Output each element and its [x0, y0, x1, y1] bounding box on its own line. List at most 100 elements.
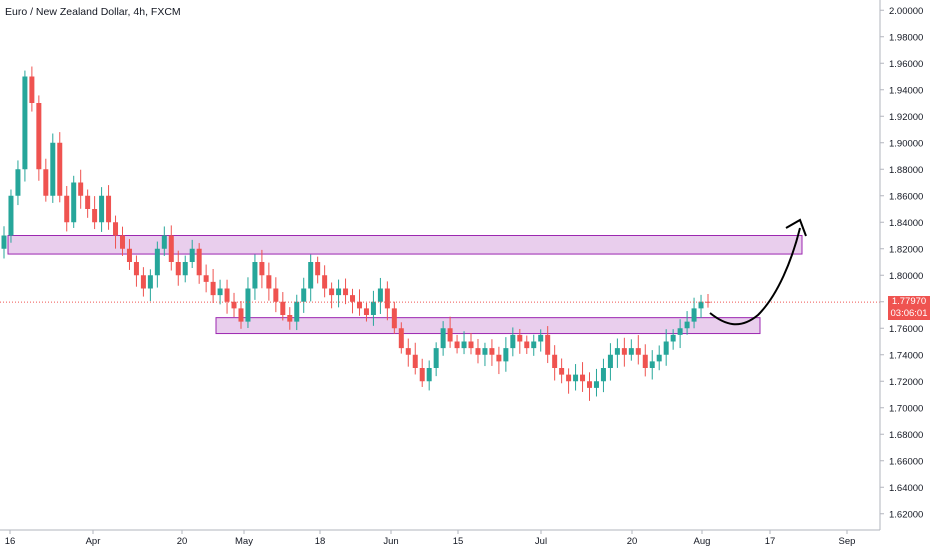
candle-body — [426, 368, 432, 382]
candle-body — [475, 348, 481, 355]
candle-body — [92, 209, 98, 223]
candle-body — [350, 295, 356, 302]
candle-body — [587, 381, 593, 388]
candle-body — [231, 301, 237, 309]
candle-body — [391, 308, 397, 329]
candle-body — [329, 288, 335, 296]
y-tick-label: 1.70000 — [889, 403, 923, 414]
x-tick-label: Aug — [694, 536, 711, 547]
y-tick-label: 1.86000 — [889, 191, 923, 202]
candle-body — [182, 262, 188, 276]
candle-body — [43, 169, 49, 196]
candle-body — [656, 354, 662, 362]
candle-body — [259, 262, 265, 276]
candle-body — [580, 374, 586, 382]
candle-body — [113, 222, 119, 236]
support-resistance-zone[interactable] — [215, 317, 761, 335]
candle-body — [175, 262, 181, 276]
candle-body — [210, 281, 216, 296]
candle-body — [412, 354, 418, 368]
candle-body — [510, 334, 516, 349]
candle-body — [593, 381, 599, 388]
y-tick-label: 1.88000 — [889, 165, 923, 176]
candle-body — [531, 341, 537, 349]
candle-body — [168, 235, 174, 262]
candle-body — [50, 142, 56, 196]
support-resistance-zone[interactable] — [7, 235, 803, 255]
candle-body — [517, 334, 523, 342]
candle-body — [336, 288, 342, 296]
candle-body — [670, 334, 676, 342]
candle-body — [370, 301, 376, 315]
x-tick-label: May — [235, 536, 253, 547]
candle-body — [57, 142, 63, 196]
candle-body — [217, 288, 223, 296]
candle-body — [315, 262, 321, 276]
candle-body — [22, 76, 28, 170]
candle-body — [642, 354, 648, 368]
last-price-badge: 1.77970 — [888, 296, 930, 309]
x-tick-label: Jul — [535, 536, 547, 547]
candle-body — [266, 275, 272, 289]
candle-body — [147, 275, 153, 289]
candle-body — [573, 374, 579, 382]
projection-arrow[interactable] — [709, 227, 801, 326]
x-tick-label: 18 — [315, 536, 326, 547]
candle-body — [614, 348, 620, 355]
y-tick-label: 1.76000 — [889, 324, 923, 335]
candle-body — [245, 288, 251, 322]
candle-body — [203, 275, 209, 282]
x-tick-label: 15 — [453, 536, 464, 547]
x-tick-label: Apr — [86, 536, 101, 547]
candle-body — [99, 195, 105, 223]
x-tick-label: 17 — [765, 536, 776, 547]
candle-body — [294, 301, 300, 322]
y-tick-label: 1.80000 — [889, 271, 923, 282]
candle-body — [8, 195, 14, 236]
candle-body — [384, 288, 390, 309]
candle-body — [154, 248, 160, 276]
candle-body — [600, 368, 606, 382]
candle-body — [684, 321, 690, 329]
candle-body — [356, 301, 362, 309]
y-tick-label: 2.00000 — [889, 6, 923, 17]
candle-body — [126, 248, 132, 262]
y-tick-label: 1.72000 — [889, 377, 923, 388]
candle-body — [447, 328, 453, 342]
chart-title: Euro / New Zealand Dollar, 4h, FXCM — [5, 6, 181, 18]
candle-body — [133, 262, 139, 276]
candle-body — [1, 235, 7, 249]
candle-body — [106, 195, 112, 223]
x-tick-label: Sep — [839, 536, 856, 547]
candle-body — [559, 368, 565, 375]
candle-body — [322, 275, 328, 289]
candle-body — [273, 288, 279, 302]
candle-body — [287, 315, 293, 322]
y-tick-label: 1.66000 — [889, 456, 923, 467]
candle-body — [496, 354, 502, 362]
candle-body — [440, 328, 446, 349]
candle-body — [461, 341, 467, 349]
y-tick-label: 1.62000 — [889, 509, 923, 520]
candle-body — [454, 341, 460, 349]
candle-body — [635, 348, 641, 355]
candle-body — [308, 262, 314, 289]
candle-body — [677, 328, 683, 335]
candle-body — [343, 288, 349, 296]
x-tick-label: 20 — [627, 536, 638, 547]
candle-body — [524, 341, 530, 349]
y-tick-label: 1.84000 — [889, 218, 923, 229]
candle-body — [663, 341, 669, 355]
candle-body — [252, 262, 258, 289]
candle-body — [196, 248, 202, 276]
y-tick-label: 1.82000 — [889, 244, 923, 255]
y-tick-label: 1.90000 — [889, 138, 923, 149]
candle-body — [71, 182, 77, 223]
candle-body — [405, 348, 411, 355]
candle-body — [224, 288, 230, 302]
candle-body — [419, 368, 425, 382]
candle-body — [238, 308, 244, 322]
candle-body — [503, 348, 509, 362]
